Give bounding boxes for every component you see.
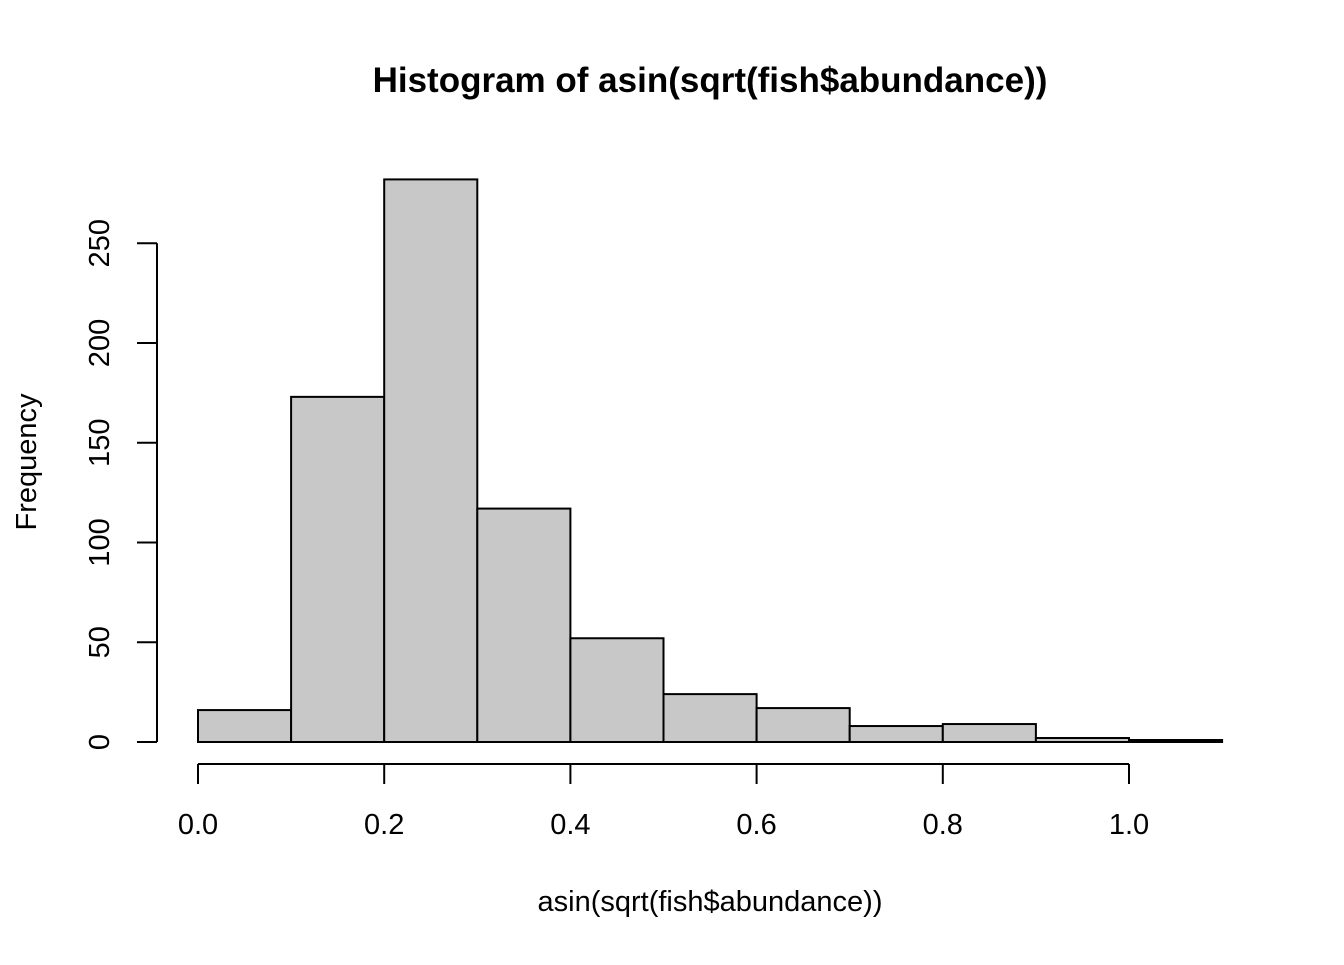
x-tick-label-3: 0.6 [736, 809, 776, 841]
y-tick-label-5: 250 [84, 219, 116, 267]
x-axis: 0.0 0.2 0.4 0.6 0.8 1.0 [178, 763, 1149, 841]
x-tick-label-0: 0.0 [178, 809, 218, 841]
histogram-bar-3 [476, 507, 572, 743]
x-axis-label: asin(sqrt(fish$abundance)) [538, 886, 883, 918]
y-tick-label-2: 100 [84, 518, 116, 566]
histogram-bar-7 [848, 725, 944, 743]
x-tick-label-2: 0.4 [550, 809, 590, 841]
histogram-bar-6 [755, 707, 851, 744]
x-tick-label-4: 0.8 [923, 809, 963, 841]
histogram-bar-9 [1034, 737, 1131, 744]
histogram-bar-4 [569, 637, 665, 744]
chart-title: Histogram of asin(sqrt(fish$abundance)) [373, 61, 1048, 100]
histogram-bar-8 [941, 723, 1037, 743]
y-axis: 0 50 100 150 200 250 [84, 219, 158, 750]
histogram-bar-2 [383, 178, 479, 744]
x-tick-label-1: 0.2 [364, 809, 404, 841]
histogram-bar-5 [662, 693, 758, 743]
y-tick-label-0: 0 [84, 734, 116, 750]
y-tick-label-1: 50 [84, 626, 116, 658]
histogram-bar-0 [197, 709, 293, 744]
x-tick-label-5: 1.0 [1109, 809, 1149, 841]
histogram-bar-10 [1128, 739, 1224, 744]
y-tick-label-4: 200 [84, 319, 116, 367]
y-tick-label-3: 150 [84, 419, 116, 467]
bars-layer [197, 178, 1224, 744]
histogram-bar-1 [290, 395, 386, 743]
y-axis-label: Frequency [11, 393, 43, 531]
